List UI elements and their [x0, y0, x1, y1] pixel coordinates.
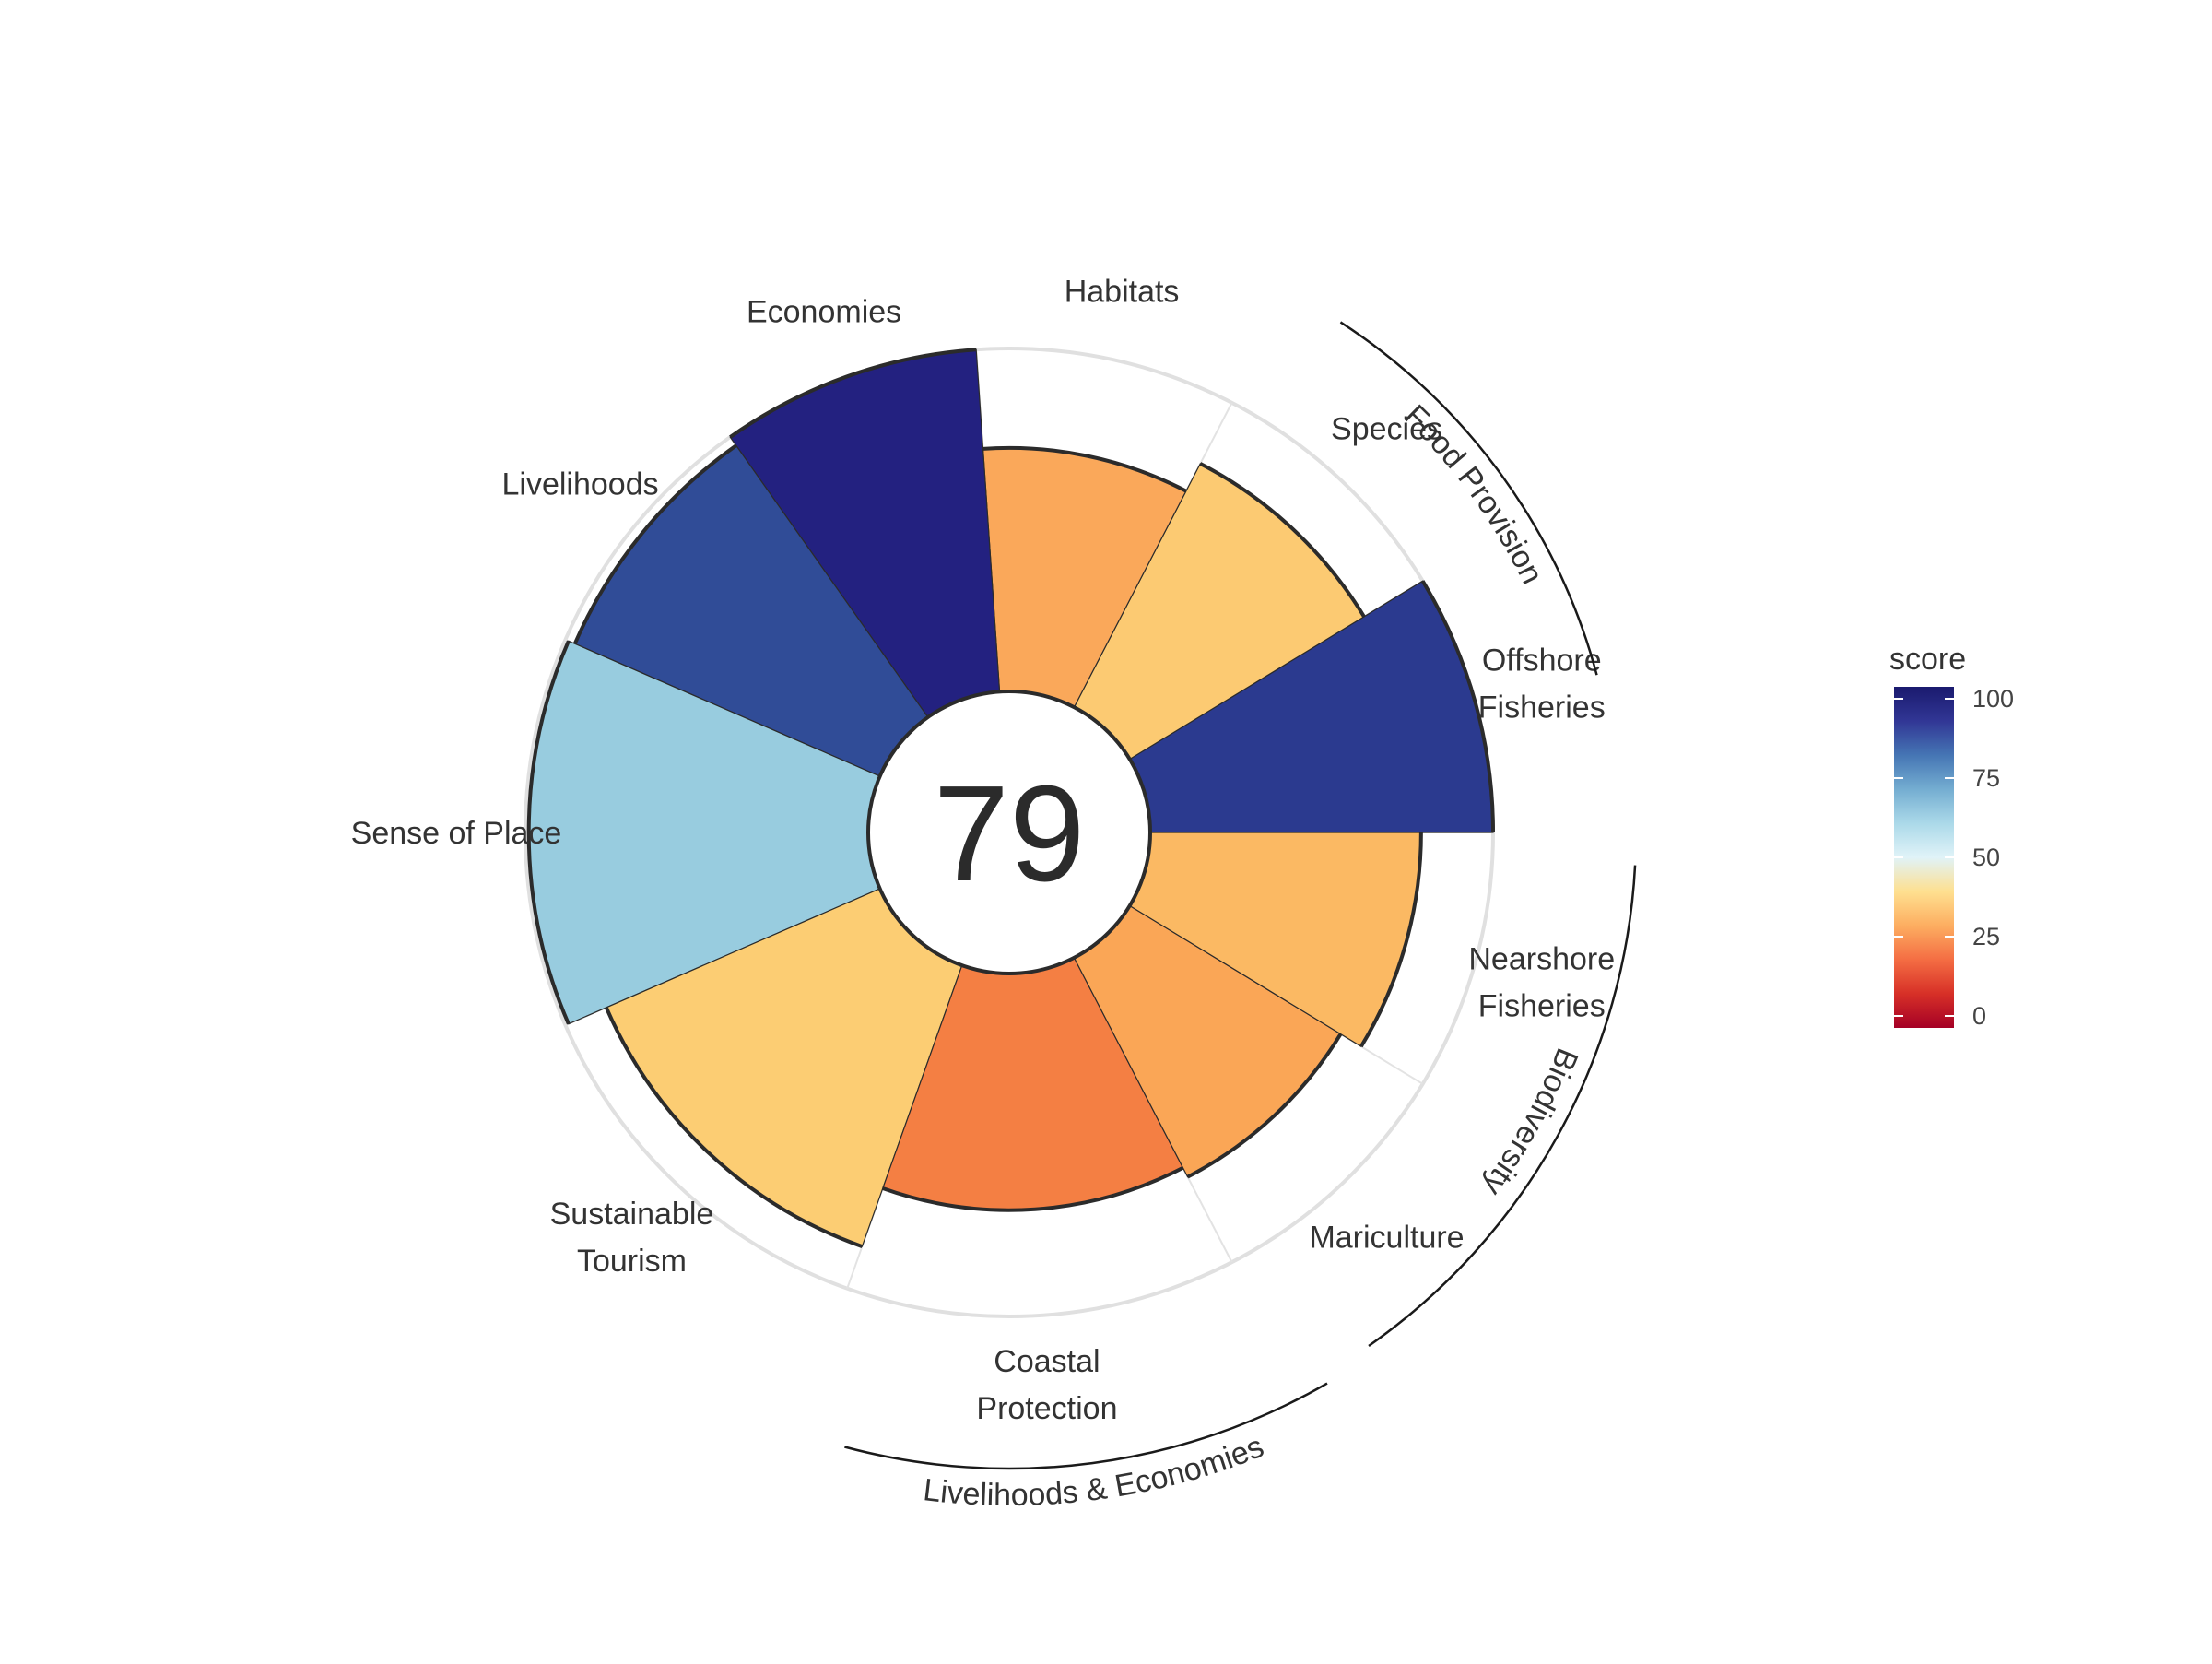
color-legend: score 0 25 50 75 100: [1889, 642, 2014, 1030]
center: 79: [866, 690, 1152, 975]
petal-label: Tourism: [577, 1244, 687, 1279]
petal-outline: [882, 1165, 1184, 1212]
petal-label: Sense of Place: [351, 816, 562, 851]
petal-label: Offshore: [1482, 643, 1602, 679]
petal-label: Sustainable: [550, 1197, 714, 1232]
petal-outline: [572, 443, 737, 645]
petal-outline: [1199, 462, 1366, 618]
petal-label: Mariculture: [1309, 1221, 1464, 1256]
petal-label: Fisheries: [1478, 690, 1606, 726]
petal-label: Nearshore: [1468, 941, 1615, 976]
petal-label: Coastal: [994, 1344, 1100, 1379]
group-label: Livelihoods & Economies: [922, 1429, 1269, 1513]
petal-label: Species: [1331, 411, 1442, 446]
legend-tick-label: 75: [1972, 764, 2000, 792]
group-label: Food Provision: [1397, 398, 1549, 590]
petal-outline: [729, 348, 977, 439]
legend-ticks: 0 25 50 75 100: [1894, 685, 2014, 1030]
petal-label: Livelihoods: [502, 466, 659, 502]
petal-outline: [1420, 580, 1495, 833]
legend-tick-label: 100: [1972, 685, 2014, 713]
petal-label: Protection: [976, 1391, 1117, 1426]
group-arc: [1368, 865, 1637, 1348]
legend-colorbar: [1894, 687, 1954, 1028]
petal-outline: [526, 640, 571, 1025]
petal-outline: [982, 445, 1187, 493]
group-arc: [1339, 321, 1598, 676]
petal-label: Fisheries: [1478, 988, 1606, 1023]
petal-outline: [1186, 1033, 1343, 1179]
center-score: 79: [934, 758, 1086, 910]
petal-label: Economies: [747, 295, 901, 330]
petal-labels: Offshore Fisheries Species Habitats Economie…: [351, 275, 1615, 1427]
center-circle: [866, 690, 1152, 975]
petal-label: Habitats: [1065, 275, 1180, 310]
group-arc: [844, 1382, 1328, 1470]
petal-outline: [604, 1007, 864, 1249]
group-label: Biodiversity: [1476, 1044, 1584, 1202]
legend-tick-label: 25: [1972, 923, 2000, 950]
legend-tick-label: 50: [1972, 844, 2000, 871]
legend-title: score: [1889, 642, 1966, 677]
legend-tick-label: 0: [1972, 1002, 1986, 1030]
petal-outline: [1359, 832, 1423, 1048]
petals: [526, 348, 1495, 1249]
